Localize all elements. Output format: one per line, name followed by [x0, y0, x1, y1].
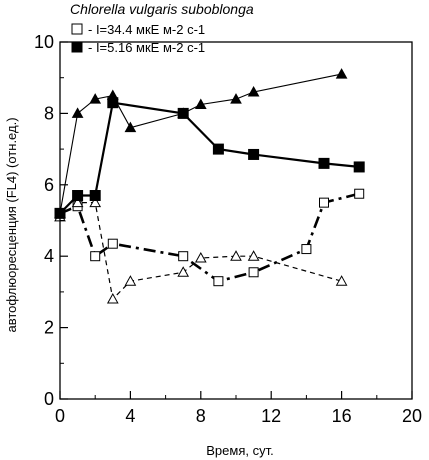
data-point-s4-9 — [247, 85, 260, 97]
data-point-s1-4 — [107, 238, 118, 249]
plot-lines — [59, 73, 360, 301]
x-tick-label: 8 — [196, 406, 206, 426]
x-axis-title: Время, сут. — [206, 443, 273, 458]
data-point-s2-4 — [106, 293, 119, 304]
data-point-s4-6 — [177, 107, 190, 118]
data-point-s2-8 — [230, 250, 242, 261]
legend-marker-filled-square — [71, 41, 83, 53]
data-point-s4-5 — [124, 121, 137, 133]
data-point-s2-7 — [194, 251, 207, 263]
data-point-s3-9 — [353, 161, 365, 173]
data-point-s4-3 — [89, 93, 102, 104]
data-point-s2-6 — [177, 266, 190, 277]
data-point-s2-10 — [335, 275, 348, 286]
x-tick-label: 20 — [402, 406, 422, 426]
data-point-s4-7 — [194, 98, 207, 109]
data-point-s1-5 — [178, 251, 189, 262]
data-point-s1-6 — [213, 276, 224, 287]
y-tick-label: 8 — [44, 103, 54, 123]
x-tick-label: 16 — [332, 406, 352, 426]
data-point-s4-4 — [106, 89, 119, 101]
data-point-s1-10 — [354, 188, 365, 199]
x-tick-label: 4 — [125, 406, 135, 426]
chart-title: Chlorella vulgaris suboblonga — [70, 1, 254, 17]
data-point-s2-9 — [247, 250, 260, 261]
series-line-1 — [59, 192, 360, 283]
y-tick-label: 6 — [44, 175, 54, 195]
legend-marker-open-square — [71, 23, 83, 35]
legend: - I=34.4 мкЕ м-2 с-1 - I=5.16 мкЕ м-2 с-… — [71, 22, 205, 55]
data-point-s3-3 — [89, 190, 101, 202]
plot-markers — [54, 68, 365, 304]
data-point-s3-7 — [248, 148, 260, 160]
series-line-4 — [59, 73, 342, 214]
legend-label-1: - I=34.4 мкЕ м-2 с-1 — [88, 22, 205, 37]
axis-ticks: 0 4 8 12 16 20 0 2 4 6 8 10 — [34, 32, 422, 426]
x-tick-label: 0 — [55, 406, 65, 426]
data-point-s1-8 — [301, 244, 312, 255]
data-point-s4-2 — [71, 107, 84, 118]
series-line-3 — [59, 101, 360, 215]
data-point-s4-8 — [230, 93, 242, 104]
data-point-s3-8 — [318, 157, 330, 169]
y-tick-label: 2 — [44, 318, 54, 338]
y-tick-label: 0 — [44, 389, 54, 409]
y-tick-label: 10 — [34, 32, 54, 52]
y-tick-label: 4 — [44, 246, 54, 266]
data-point-s2-2 — [71, 196, 84, 208]
y-axis-title: автофлюоресценция (FL4) (отн.ед.) — [4, 117, 19, 332]
legend-label-2: - I=5.16 мкЕ м-2 с-1 — [88, 40, 205, 55]
data-point-s1-3 — [90, 251, 101, 262]
data-point-s1-9 — [319, 197, 329, 208]
x-tick-label: 12 — [261, 406, 281, 426]
data-point-s3-2 — [72, 190, 84, 202]
data-point-s3-6 — [212, 143, 224, 155]
data-point-s2-3 — [89, 196, 102, 208]
data-point-s2-5 — [124, 275, 137, 286]
series-line-2 — [59, 202, 342, 301]
data-point-s4-10 — [335, 68, 348, 79]
data-point-s1-7 — [248, 267, 259, 278]
